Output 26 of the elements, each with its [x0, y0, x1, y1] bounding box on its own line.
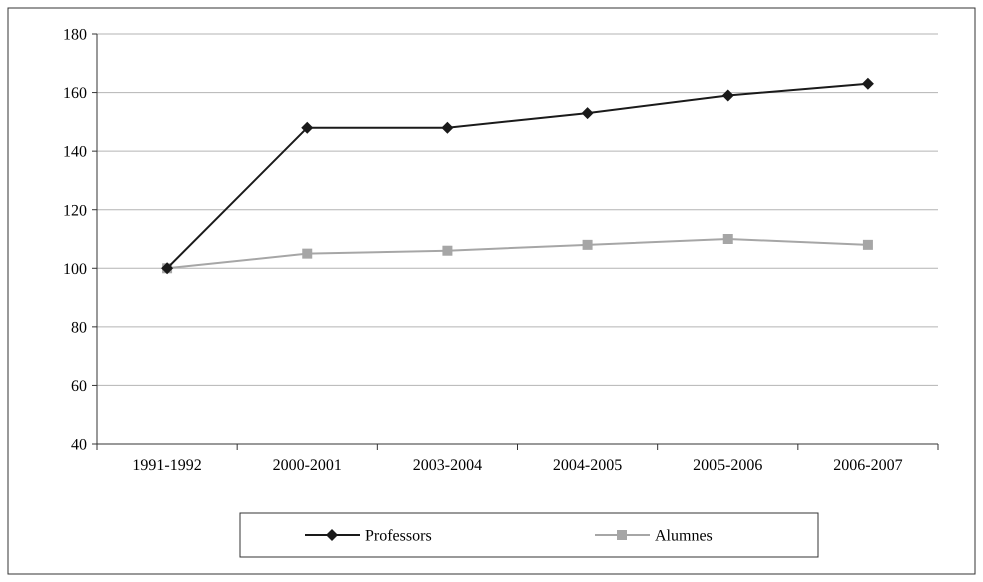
y-tick-label: 100	[63, 260, 87, 278]
point	[441, 122, 454, 134]
point	[582, 240, 593, 250]
y-tick-label: 120	[63, 202, 87, 220]
point	[722, 90, 734, 102]
x-tick-label: 2004-2005	[552, 457, 622, 474]
x-tick-label: 2000-2001	[272, 457, 342, 474]
x-tick-label: 1991-1992	[132, 457, 202, 474]
point	[302, 248, 312, 259]
legend-label: Alumnes	[655, 528, 713, 545]
y-tick-label: 60	[71, 378, 87, 396]
y-tick-label: 80	[71, 319, 87, 336]
point	[301, 122, 314, 134]
point	[862, 78, 874, 90]
point	[862, 240, 873, 250]
point	[582, 107, 594, 120]
point	[722, 234, 733, 244]
y-tick-label: 160	[63, 85, 87, 102]
y-tick-label: 180	[63, 26, 87, 44]
x-tick-label: 2003-2004	[412, 457, 482, 474]
x-tick-label: 2006-2007	[833, 457, 903, 474]
y-tick-label: 40	[71, 436, 87, 454]
x-tick-label: 2005-2006	[693, 457, 762, 474]
y-tick-label: 140	[63, 144, 87, 161]
legend-label: Professors	[365, 528, 432, 545]
point	[442, 246, 452, 256]
